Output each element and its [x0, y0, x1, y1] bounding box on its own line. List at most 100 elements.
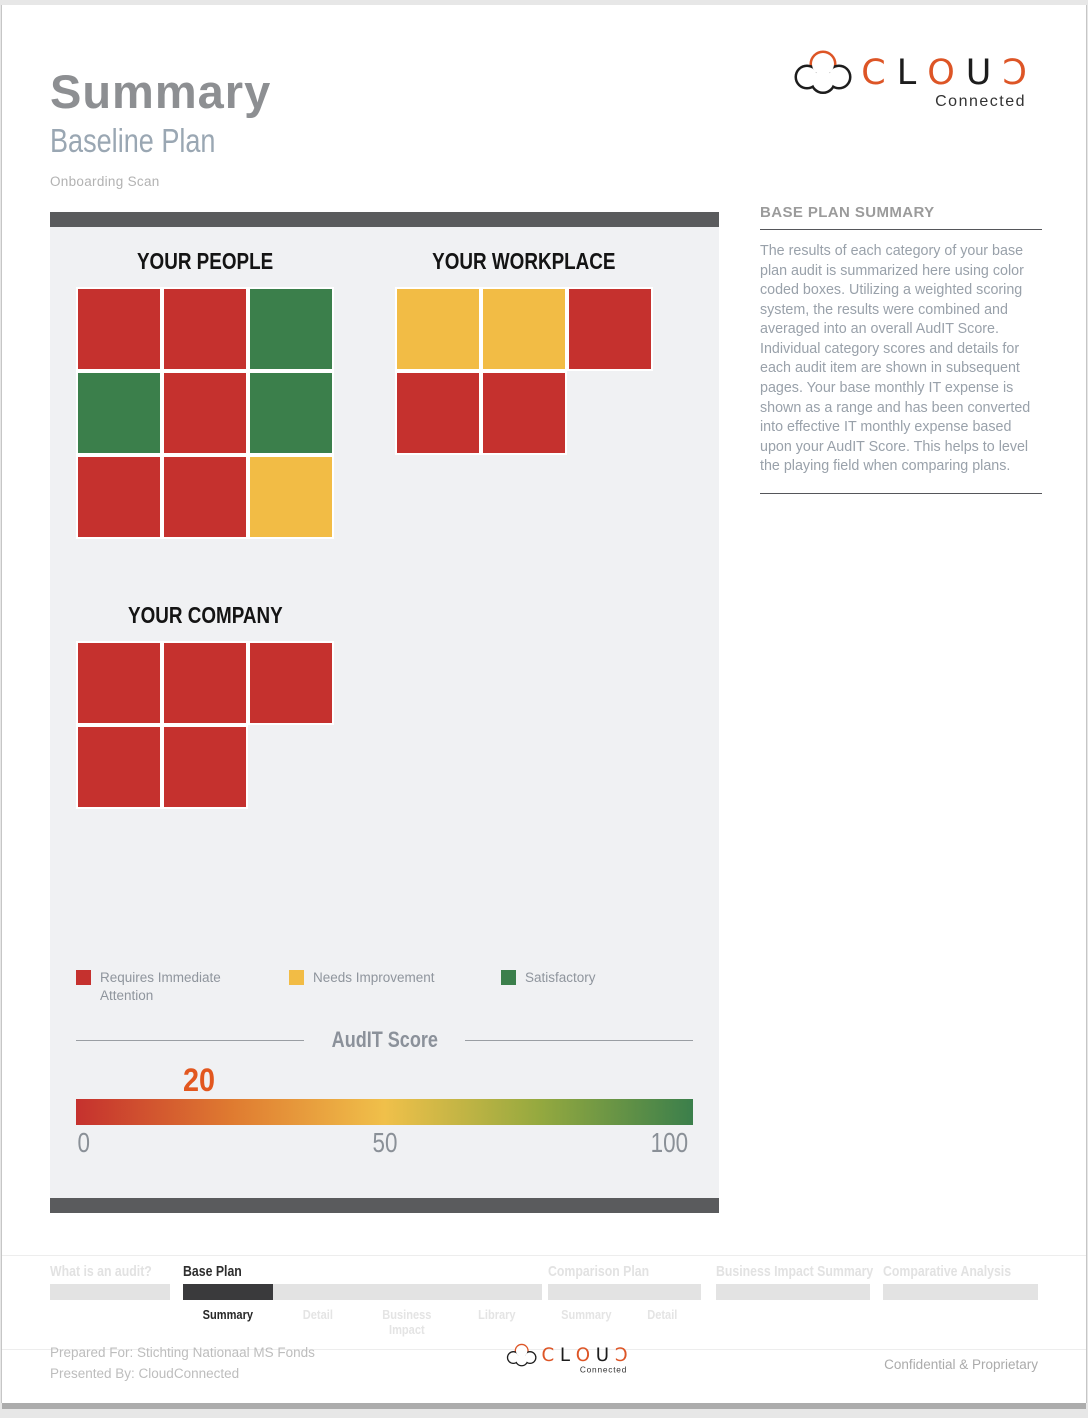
cloud-icon — [506, 1343, 537, 1367]
divider-line — [465, 1039, 694, 1041]
legend: Requires Immediate Attention Needs Impro… — [76, 969, 693, 1005]
logo-letter: Ɔ — [614, 1344, 628, 1366]
page-top-edge — [0, 0, 1088, 5]
presented-by-label: Presented By: CloudConnected — [50, 1365, 240, 1381]
page-subtitle: Baseline Plan — [50, 122, 216, 160]
yellow-swatch-icon — [289, 970, 304, 985]
audit-score-header: AudIT Score — [76, 1027, 694, 1053]
legend-label: Satisfactory — [525, 970, 596, 985]
nav-progress-bar — [716, 1284, 870, 1300]
panel-bottom-bar — [50, 1198, 719, 1213]
category-your-people: YOUR PEOPLE — [76, 248, 334, 539]
footer-left: Prepared For: Stichting Nationaal MS Fon… — [50, 1343, 390, 1385]
summary-panel: YOUR PEOPLE YOUR WORKPLACE YOUR COMPANY … — [50, 212, 719, 1213]
nav-progress-bar — [183, 1284, 542, 1300]
grid-cell-yellow — [481, 287, 567, 371]
legend-label: Requires Immediate Attention — [100, 970, 221, 1004]
grid-cell-red — [162, 287, 248, 371]
nav-item-comparison-plan[interactable]: Comparison Plan — [547, 1263, 649, 1280]
grid-cell-yellow — [248, 455, 334, 539]
page-title: Summary — [50, 65, 272, 118]
nav-section-business-impact-summary: Business Impact Summary — [716, 1263, 874, 1337]
legend-item-satisfactory: Satisfactory — [501, 969, 596, 1005]
score-scale: 0 50 100 — [76, 1127, 693, 1159]
nav-section-base-plan: Base Plan Summary Detail Business Impact… — [183, 1263, 542, 1337]
legend-item-requires-attention: Requires Immediate Attention — [76, 969, 289, 1005]
prepared-for-label: Prepared For: Stichting Nationaal MS Fon… — [50, 1345, 315, 1360]
nav-subitem-summary[interactable]: Summary — [560, 1307, 612, 1322]
divider-line — [760, 492, 1042, 494]
logo-subtext: Connected — [579, 1365, 628, 1375]
grid-cell-red — [162, 641, 248, 725]
grid-cell-green — [248, 287, 334, 371]
category-your-workplace: YOUR WORKPLACE — [395, 248, 653, 539]
nav-item-business-impact-summary[interactable]: Business Impact Summary — [716, 1263, 874, 1280]
grid-cell-red — [76, 641, 162, 725]
grid-cell-red — [248, 641, 334, 725]
legend-label: Needs Improvement — [313, 970, 435, 985]
logo-letter: Ɔ — [1002, 52, 1027, 93]
green-swatch-icon — [501, 970, 516, 985]
nav-subitems: Summary Detail Business Impact Library — [183, 1307, 542, 1337]
grid-cell-red — [76, 287, 162, 371]
grid-cell-yellow — [395, 287, 481, 371]
grid-cell-red — [162, 455, 248, 539]
panel-top-bar — [50, 212, 719, 227]
audit-score-value: 20 — [183, 1062, 216, 1099]
nav-subitem-library[interactable]: Library — [478, 1307, 516, 1322]
company-grid — [76, 641, 334, 809]
grid-cell-green — [248, 371, 334, 455]
grid-cell-red — [76, 455, 162, 539]
audit-score-title: AudIT Score — [331, 1027, 438, 1053]
cloud-icon — [794, 50, 852, 94]
nav-progress-bar — [883, 1284, 1038, 1300]
page-footer: Prepared For: Stichting Nationaal MS Fon… — [50, 1343, 1038, 1393]
divider-line — [760, 229, 1042, 230]
logo-subtext: Connected — [935, 93, 1026, 110]
logo-letter: L — [559, 1344, 571, 1366]
scale-tick-0: 0 — [77, 1127, 91, 1159]
grid-cell-red — [76, 725, 162, 809]
scan-type-label: Onboarding Scan — [50, 174, 160, 190]
people-grid — [76, 287, 334, 539]
header-title-block: Summary Baseline Plan Onboarding Scan — [50, 65, 272, 190]
nav-section-comparison-plan: Comparison Plan Summary Detail — [547, 1263, 701, 1337]
workplace-grid — [395, 287, 653, 455]
grid-cell-red — [481, 371, 567, 455]
base-plan-summary-column: BASE PLAN SUMMARY The results of each ca… — [760, 204, 1042, 494]
logo-letter: C — [861, 52, 886, 93]
panel-body: YOUR PEOPLE YOUR WORKPLACE YOUR COMPANY … — [50, 227, 719, 1198]
nav-subitem-summary[interactable]: Summary — [202, 1307, 254, 1322]
nav-subitems: Summary Detail — [548, 1307, 701, 1322]
nav-progress-bar — [547, 1284, 701, 1300]
nav-item-base-plan[interactable]: Base Plan — [183, 1263, 242, 1280]
scale-tick-100: 100 — [650, 1127, 689, 1159]
grid-cell-red — [162, 725, 248, 809]
nav-item-comparative-analysis[interactable]: Comparative Analysis — [883, 1263, 1012, 1280]
grid-cell-red — [395, 371, 481, 455]
nav-item-what-is-an-audit[interactable]: What is an audit? — [50, 1263, 152, 1280]
nav-subitem-detail[interactable]: Detail — [302, 1307, 333, 1322]
report-nav: What is an audit? Base Plan Summary Deta… — [2, 1255, 1086, 1350]
nav-subitem-business-impact[interactable]: Business Impact — [382, 1307, 432, 1337]
nav-section-comparative-analysis: Comparative Analysis — [883, 1263, 1038, 1337]
category-title-company: YOUR COMPANY — [127, 602, 283, 628]
scale-tick-50: 50 — [372, 1127, 397, 1159]
red-swatch-icon — [76, 970, 91, 985]
divider-line — [76, 1039, 304, 1041]
logo-letter: C — [541, 1344, 555, 1366]
grid-cell-green — [76, 371, 162, 455]
nav-subitem-detail[interactable]: Detail — [647, 1307, 678, 1322]
sidebar-heading: BASE PLAN SUMMARY — [760, 204, 935, 221]
grid-cell-red — [162, 371, 248, 455]
page-bottom-shadow — [2, 1403, 1086, 1409]
confidential-label: Confidential & Proprietary — [884, 1357, 1038, 1372]
